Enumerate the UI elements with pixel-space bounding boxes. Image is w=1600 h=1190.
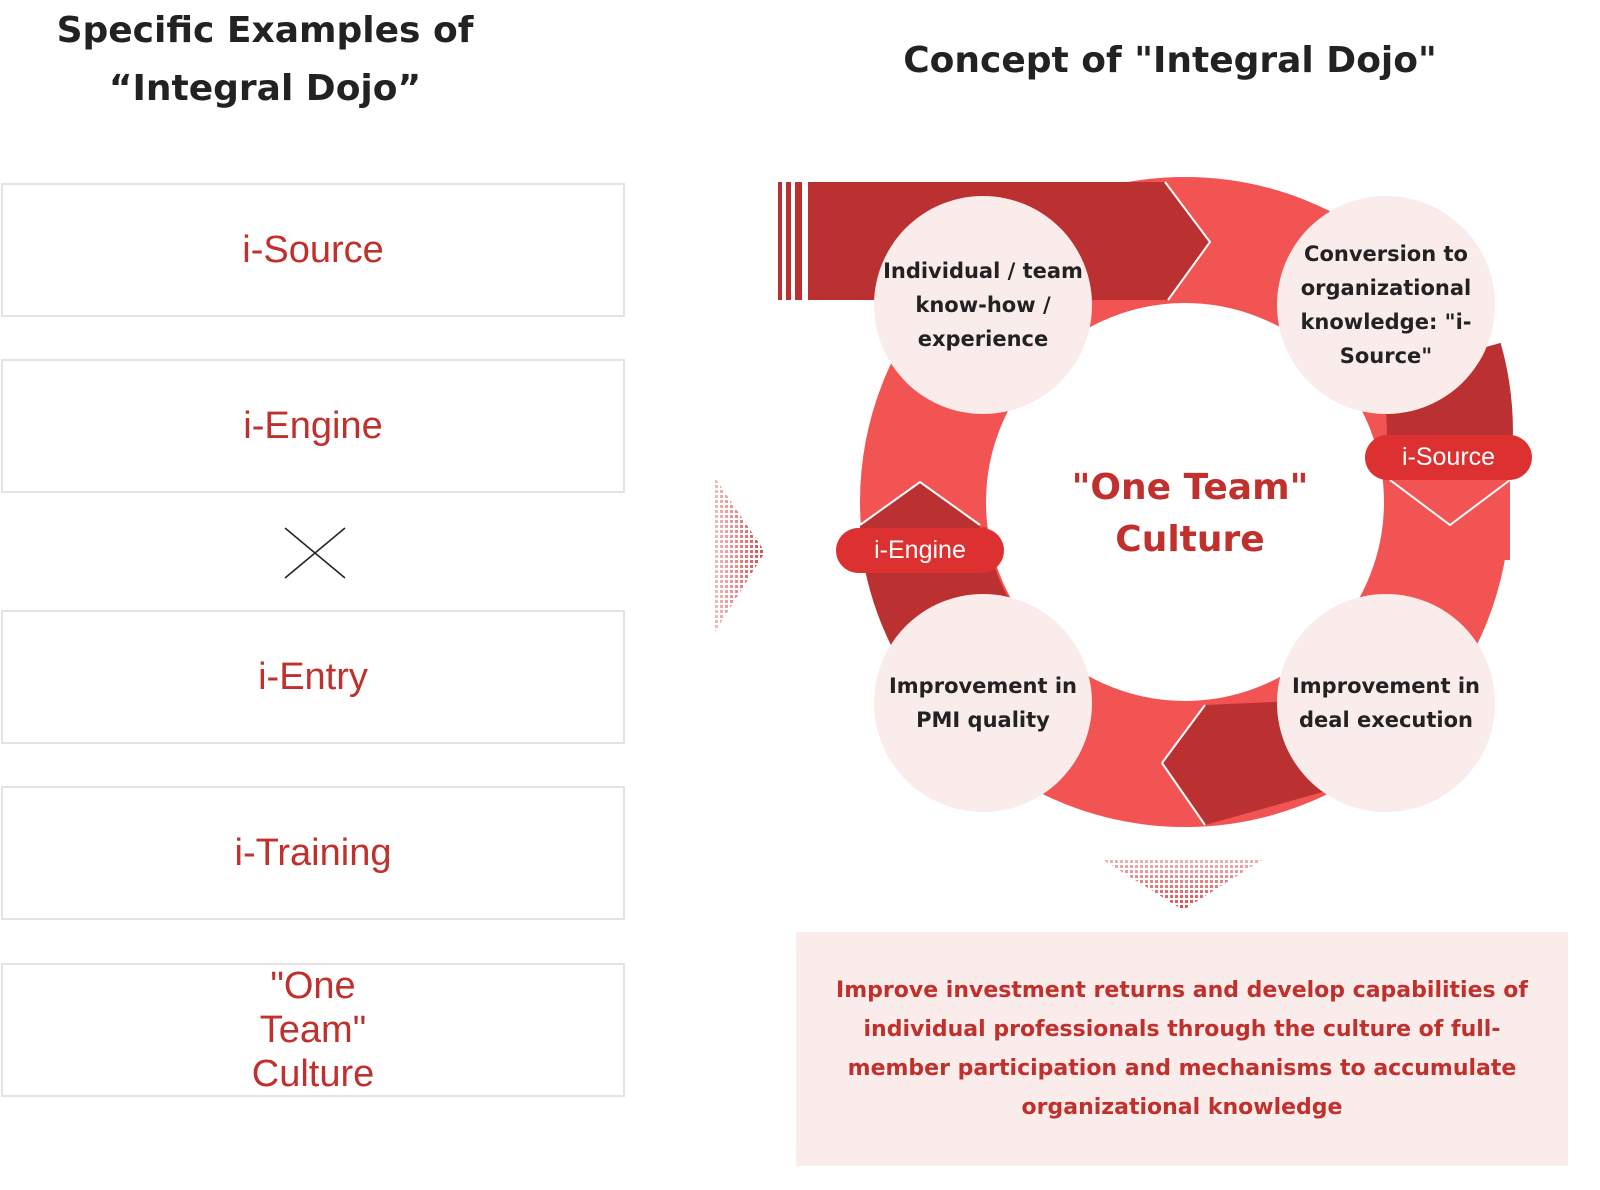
node-circle-conversion	[1277, 196, 1495, 414]
node-pmi-quality: Improvement in PMI quality	[888, 674, 1077, 732]
example-i-entry: i-Entry	[1, 610, 625, 744]
node-know-how: Individual / team know-how / experience	[883, 259, 1083, 351]
pill-i-source: i-Source	[1365, 435, 1532, 480]
example-i-training: i-Training	[1, 786, 625, 920]
right-title: Concept of "Integral Dojo"	[903, 40, 1437, 81]
result-box: Improve investment returns and develop c…	[796, 932, 1568, 1166]
dotted-down-arrow-icon	[1100, 858, 1265, 910]
example-i-engine: i-Engine	[1, 359, 625, 493]
node-conversion: Conversion to organizational knowledge: …	[1300, 242, 1472, 368]
node-circle-know-how	[874, 196, 1092, 414]
node-circle-deal	[1277, 594, 1495, 812]
example-one-team-culture: "One Team" Culture	[1, 963, 625, 1097]
left-title: Specific Examples of “Integral Dojo”	[56, 10, 474, 109]
chevron-right-icon	[1390, 480, 1510, 560]
times-icon	[284, 527, 346, 579]
node-circle-pmi	[874, 594, 1092, 812]
node-deal-execution: Improvement in deal execution	[1291, 674, 1480, 732]
example-i-source: i-Source	[1, 183, 625, 317]
center-one-team-culture: "One Team" Culture	[1071, 467, 1309, 560]
dotted-right-arrow-icon	[713, 475, 765, 635]
pill-i-engine: i-Engine	[836, 528, 1004, 573]
